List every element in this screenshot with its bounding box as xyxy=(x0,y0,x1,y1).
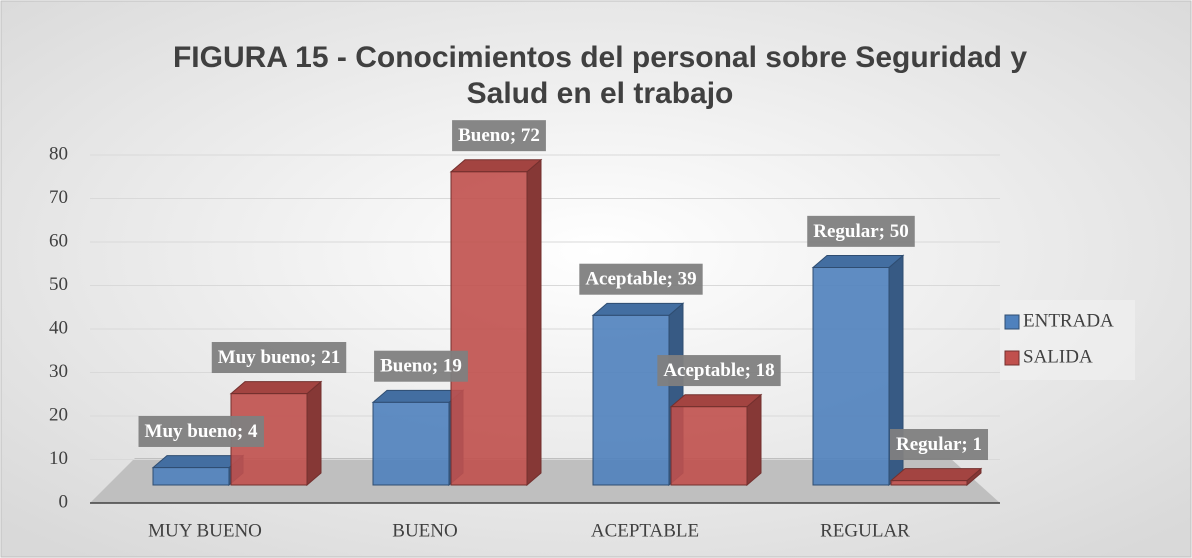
x-tick-label: MUY BUENO xyxy=(148,520,262,541)
x-tick-label: ACEPTABLE xyxy=(591,520,699,541)
legend-box xyxy=(1000,300,1135,380)
bar-front xyxy=(670,406,748,486)
bar-front xyxy=(450,171,528,486)
data-label-group: Muy bueno; 21 xyxy=(211,342,347,374)
data-label-group: Regular; 50 xyxy=(807,215,915,247)
y-tick-label: 10 xyxy=(49,448,68,469)
data-label-group: Bueno; 19 xyxy=(374,350,468,382)
data-label: Bueno; 72 xyxy=(458,125,540,146)
bar-top xyxy=(151,455,245,469)
bar-top xyxy=(811,255,905,268)
data-label: Aceptable; 39 xyxy=(585,269,696,290)
data-label: Muy bueno; 21 xyxy=(218,347,340,368)
x-tick-label: BUENO xyxy=(392,520,457,541)
y-tick-label: 20 xyxy=(49,404,68,425)
data-label-box xyxy=(452,120,546,152)
bar-top xyxy=(371,389,465,403)
bar xyxy=(669,393,763,487)
legend-swatch xyxy=(1004,350,1020,366)
data-label-group: Regular; 1 xyxy=(889,429,989,461)
y-tick-label: 0 xyxy=(59,491,69,512)
data-label: Regular; 1 xyxy=(896,434,982,455)
bar-front xyxy=(372,401,450,486)
bar xyxy=(449,158,543,487)
bar-front xyxy=(592,314,670,486)
bar-top xyxy=(229,381,323,395)
legend-label: SALIDA xyxy=(1023,346,1093,367)
y-tick-label: 60 xyxy=(49,230,68,251)
data-label-box xyxy=(211,342,347,374)
data-label: Aceptable; 18 xyxy=(663,360,774,381)
data-label-box xyxy=(807,215,915,247)
y-tick-label: 70 xyxy=(49,187,68,208)
y-tick-label: 30 xyxy=(49,361,68,382)
chart-title: FIGURA 15 - Conocimientos del personal s… xyxy=(172,41,1028,110)
data-label-group: Bueno; 72 xyxy=(452,120,546,152)
bar xyxy=(591,302,685,487)
bar-top xyxy=(449,159,543,173)
data-label-group: Aceptable; 39 xyxy=(579,263,703,295)
bar-front xyxy=(812,267,890,486)
bar-side xyxy=(526,158,542,487)
data-label-box xyxy=(374,350,468,382)
legend-swatch xyxy=(1004,314,1020,330)
data-label: Muy bueno; 4 xyxy=(145,421,258,442)
x-tick-label: REGULAR xyxy=(820,520,910,541)
y-tick-label: 80 xyxy=(49,143,68,164)
data-label-box xyxy=(579,263,703,295)
data-label-group: Aceptable; 18 xyxy=(657,355,781,387)
bar xyxy=(151,454,245,487)
bar xyxy=(371,389,465,487)
bar xyxy=(889,467,983,487)
title-box: FIGURA 15 - Conocimientos del personal s… xyxy=(172,41,1028,110)
bar-top xyxy=(669,394,763,408)
legend-label: ENTRADA xyxy=(1023,310,1114,331)
y-tick-label: 50 xyxy=(49,274,68,295)
y-tick-label: 40 xyxy=(49,317,68,338)
bar-top xyxy=(889,468,983,482)
data-label: Regular; 50 xyxy=(813,221,909,242)
data-label-box xyxy=(657,355,781,387)
data-label: Bueno; 19 xyxy=(380,356,462,377)
bar-side xyxy=(306,380,322,487)
bar-top xyxy=(591,302,685,316)
data-label-box xyxy=(138,415,264,447)
data-label-box xyxy=(889,429,989,461)
bar-side xyxy=(746,393,762,487)
bar xyxy=(811,254,905,487)
data-label-group: Muy bueno; 4 xyxy=(138,415,264,447)
bar-front xyxy=(890,480,968,486)
bar-front xyxy=(152,467,230,486)
